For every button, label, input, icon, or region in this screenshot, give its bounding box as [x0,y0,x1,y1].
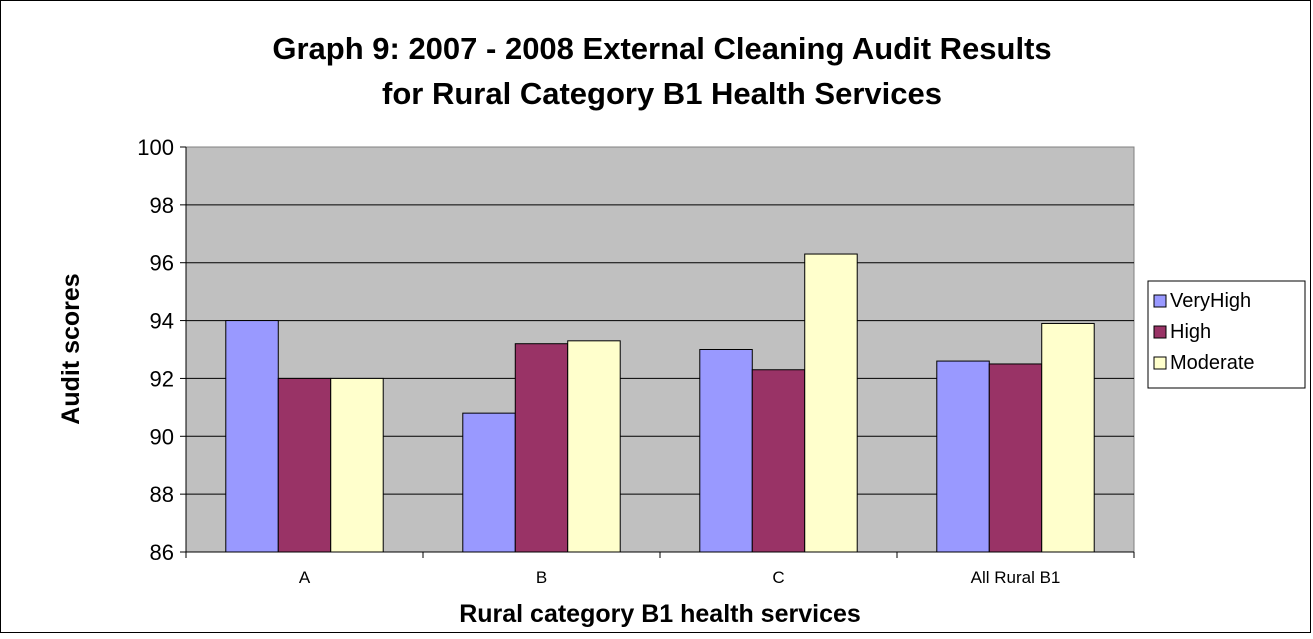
legend-swatch-veryhigh [1153,294,1167,308]
bars [225,253,1095,553]
legend-label-high: High [1170,321,1211,343]
y-tick-label: 94 [150,309,174,334]
y-axis-title: Audit scores [57,273,85,424]
x-tick-label: All Rural B1 [971,568,1061,587]
bar-high-b [514,343,569,553]
x-axis: A B C All Rural B1 [185,551,1135,587]
bar-high-a [277,377,332,553]
y-tick-label: 86 [150,540,174,565]
bar-veryhigh-c [699,349,753,553]
y-tick-label: 96 [150,251,174,276]
x-tick-label: B [536,568,547,587]
bar-veryhigh-b [462,412,516,553]
y-tick-label: 100 [137,135,174,160]
legend-box [1147,280,1306,389]
bar-moderate-a [330,377,384,553]
bar-high-all-rural-b1 [988,363,1043,553]
bar-veryhigh-all-rural-b1 [936,360,990,553]
y-tick-label: 90 [150,424,174,449]
y-tick-label: 92 [150,366,174,391]
legend-label-veryhigh: VeryHigh [1170,290,1251,312]
bar-moderate-b [567,340,621,553]
bar-moderate-all-rural-b1 [1041,322,1095,553]
legend-swatch-moderate [1153,356,1167,370]
bar-moderate-c [804,253,858,553]
x-tick-label: A [299,568,311,587]
chart-title-line-1: Graph 9: 2007 - 2008 External Cleaning A… [272,31,1051,66]
x-tick-label: C [772,568,784,587]
y-tick-label: 88 [150,482,174,507]
bar-high-c [751,369,806,553]
y-tick-label: 98 [150,193,174,218]
x-axis-title: Rural category B1 health services [459,600,861,628]
chart-title-line-2: for Rural Category B1 Health Services [382,76,942,111]
bar-veryhigh-a [225,320,279,553]
legend-label-moderate: Moderate [1170,352,1255,374]
y-axis: 86 88 90 92 94 96 98 100 [137,135,187,565]
legend-swatch-high [1153,325,1167,339]
legend: VeryHigh High Moderate [1147,280,1306,389]
